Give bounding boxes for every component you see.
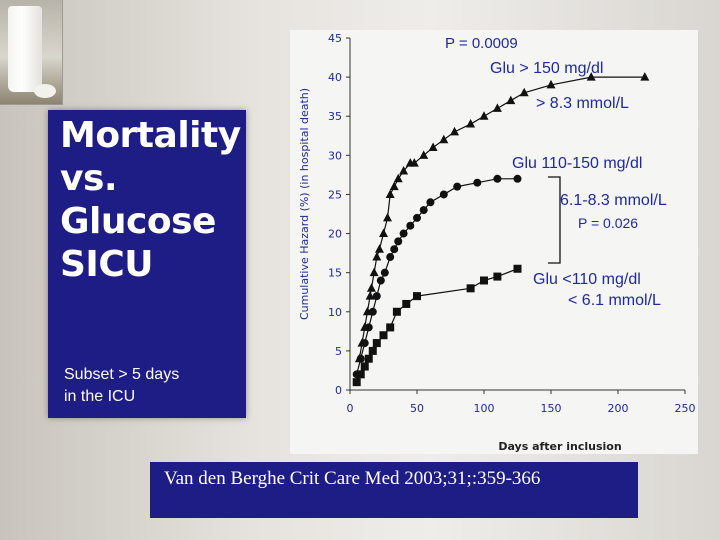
y-tick-label: 0: [335, 384, 342, 397]
data-point-mid: [419, 206, 428, 215]
data-point-mid: [439, 190, 448, 199]
data-point-low: [364, 354, 373, 363]
data-point-high: [385, 189, 395, 198]
y-tick-label: 15: [328, 267, 342, 280]
data-point-high: [519, 87, 529, 97]
data-point-high: [393, 173, 403, 183]
data-point-low: [513, 264, 522, 273]
data-point-mid: [356, 354, 365, 363]
data-point-low: [402, 299, 411, 308]
y-tick-label: 20: [328, 228, 342, 241]
data-point-low: [392, 307, 401, 316]
title-panel: Mortality vs. Glucose SICU Subset > 5 da…: [48, 110, 246, 418]
data-point-mid: [399, 229, 408, 238]
data-point-mid: [386, 253, 395, 262]
data-point-mid: [364, 323, 373, 332]
survival-chart: 0 5 10 15 20 25 30 35 40 45 0 50 100 150 200 250 Days af…: [298, 32, 696, 453]
data-point-high: [365, 291, 375, 300]
data-point-mid: [413, 213, 421, 222]
y-tick-label: 10: [328, 306, 342, 319]
data-point-mid: [360, 339, 369, 348]
legend-label-high-mmol: > 8.3 mmol/L: [536, 95, 629, 112]
data-point-low: [372, 339, 381, 348]
legend-label-mid-mmol: 6.1-8.3 mmol/L: [560, 192, 667, 209]
y-tick-label: 5: [335, 345, 342, 358]
data-point-high: [492, 103, 502, 112]
data-point-high: [389, 181, 399, 191]
legend-label-low: Glu <110 mg/dl: [533, 271, 641, 288]
data-point-high: [399, 165, 409, 175]
y-tick-label: 40: [328, 71, 342, 84]
data-point-low: [356, 370, 365, 379]
reference-panel: Van den Berghe Crit Care Med 2003;31;:35…: [150, 462, 638, 518]
y-tick-label: 35: [328, 110, 342, 123]
data-point-mid: [372, 292, 381, 301]
data-point-high: [439, 134, 449, 144]
chart-panel: 0 5 10 15 20 25 30 35 40 45 0 50 100 150 200 250 Days af…: [290, 30, 698, 454]
data-point-high: [466, 119, 476, 128]
data-point-high: [450, 126, 460, 136]
data-point-high: [586, 72, 596, 81]
data-point-mid: [473, 178, 482, 187]
data-point-mid: [376, 276, 385, 285]
data-point-high: [366, 283, 376, 292]
y-tick-label: 45: [328, 32, 342, 45]
data-point-low: [352, 378, 361, 387]
x-tick-label: 250: [675, 402, 696, 415]
data-point-low: [386, 323, 395, 332]
data-point-mid: [406, 221, 415, 230]
data-point-low: [360, 362, 369, 371]
egg-image: [34, 84, 56, 98]
x-tick-label: 150: [541, 402, 562, 415]
y-tick-label: 30: [328, 149, 342, 162]
data-point-high: [419, 150, 429, 159]
data-point-high: [506, 95, 516, 105]
data-point-mid: [380, 268, 389, 277]
p-value-bracket: [548, 176, 561, 264]
x-tick-label: 0: [347, 402, 354, 415]
data-point-mid: [453, 182, 462, 191]
x-axis-title: Days after inclusion: [498, 440, 621, 453]
data-point-mid: [390, 245, 399, 254]
series-line-low: [356, 268, 518, 383]
data-point-mid: [426, 198, 435, 207]
data-point-mid: [394, 237, 403, 246]
data-point-high: [640, 72, 650, 81]
data-point-high: [546, 79, 556, 89]
data-point-high: [369, 267, 379, 277]
data-point-high: [479, 111, 489, 120]
x-tick-label: 200: [608, 402, 629, 415]
annotation-p-value-1: P = 0.0009: [445, 35, 518, 52]
annotation-p-value-2: P = 0.026: [578, 215, 638, 231]
data-point-high: [428, 142, 438, 152]
data-point-high: [383, 212, 393, 222]
legend-label-mid: Glu 110-150 mg/dl: [512, 155, 642, 172]
x-tick-label: 100: [474, 402, 495, 415]
data-point-low: [368, 346, 377, 355]
x-tick-label: 50: [410, 402, 424, 415]
data-point-mid: [368, 307, 377, 316]
milk-glass-photo: [0, 0, 63, 105]
slide-subtitle: Subset > 5 days in the ICU: [64, 366, 180, 405]
y-axis-title: Cumulative Hazard (%) (in hospital death…: [298, 88, 311, 320]
data-point-low: [413, 292, 421, 301]
data-point-high: [409, 158, 419, 167]
milk-glass-image: [8, 6, 42, 92]
data-point-mid: [513, 174, 522, 183]
data-point-low: [466, 284, 475, 293]
slide-title: Mortality vs. Glucose SICU: [60, 115, 241, 285]
legend-label-low-mmol: < 6.1 mmol/L: [568, 292, 661, 309]
y-tick-label: 25: [328, 188, 342, 201]
data-point-high: [379, 228, 388, 238]
data-point-low: [493, 272, 502, 281]
legend-label-high: Glu > 150 mg/dl: [490, 60, 603, 77]
data-point-high: [374, 244, 384, 253]
reference-citation: Van den Berghe Crit Care Med 2003;31;:35…: [164, 468, 541, 489]
data-point-high: [372, 252, 382, 261]
data-point-mid: [493, 174, 502, 183]
data-point-low: [480, 276, 488, 285]
data-point-low: [379, 331, 388, 340]
